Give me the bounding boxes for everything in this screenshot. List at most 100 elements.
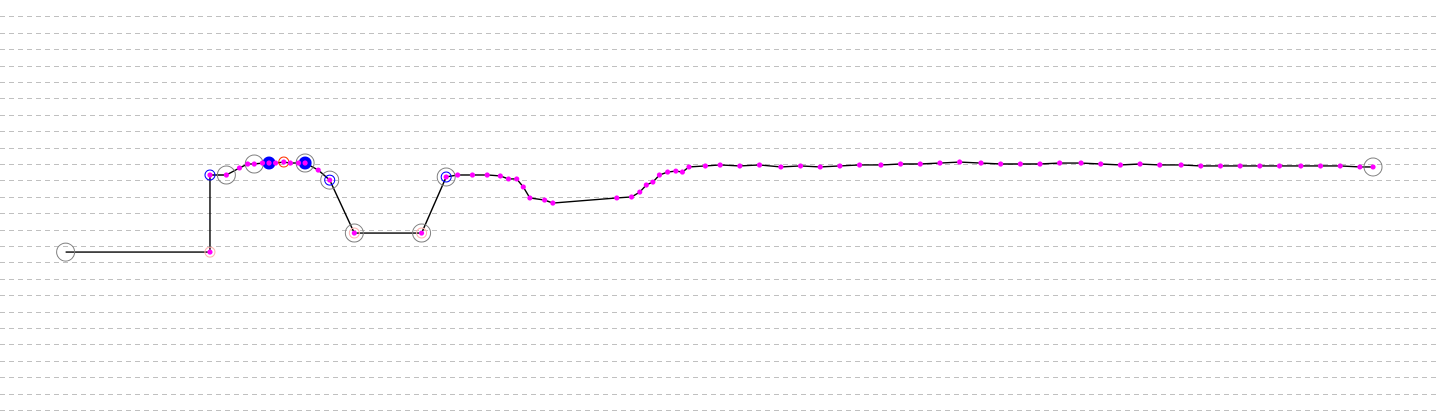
data-point <box>679 169 686 175</box>
line-segment <box>780 165 801 168</box>
data-point <box>1178 162 1184 168</box>
data-point <box>1237 163 1243 169</box>
data-point <box>1276 163 1283 169</box>
line-segment <box>1181 164 1201 167</box>
data-point <box>484 172 490 178</box>
data-point <box>778 164 784 170</box>
markers <box>56 153 1383 262</box>
data-point <box>637 189 643 195</box>
line-segment <box>1080 162 1101 165</box>
line-segment <box>1140 163 1160 166</box>
data-point <box>207 172 213 178</box>
data-point <box>236 165 243 171</box>
line-segment <box>1120 163 1141 166</box>
line-segment <box>939 161 960 164</box>
pink-ring-marker <box>416 227 428 239</box>
grey-ring-marker <box>436 167 456 187</box>
line-segment <box>739 164 760 167</box>
line-segment <box>1100 163 1121 166</box>
line-segment <box>759 164 781 168</box>
data-point <box>497 173 503 179</box>
data-point <box>937 160 943 166</box>
line-segment <box>820 165 840 168</box>
data-point <box>302 160 308 166</box>
data-point <box>702 163 708 169</box>
data-point <box>266 160 272 166</box>
data-point <box>542 197 548 203</box>
data-points <box>207 159 1376 255</box>
line-segment <box>688 165 706 168</box>
data-point <box>856 162 863 168</box>
data-point <box>673 168 679 174</box>
data-point <box>550 200 556 206</box>
data-point <box>1317 163 1324 169</box>
data-point <box>1117 162 1124 168</box>
line-segment <box>839 164 860 167</box>
data-point <box>315 167 321 173</box>
data-point <box>1157 162 1163 168</box>
pink-ring-marker <box>204 246 216 258</box>
data-point <box>878 162 884 168</box>
data-point <box>957 159 963 165</box>
data-point <box>1057 160 1063 166</box>
grey-ring-marker <box>320 170 340 190</box>
data-point <box>1257 163 1263 169</box>
data-point <box>469 172 476 178</box>
data-point <box>643 182 649 188</box>
data-point <box>223 172 229 178</box>
data-point <box>665 169 671 175</box>
data-point <box>1098 161 1104 167</box>
line-segment <box>959 161 981 164</box>
line-segment <box>420 176 447 234</box>
data-point <box>837 163 843 169</box>
data-point <box>287 160 293 166</box>
data-point <box>1198 163 1204 169</box>
data-point <box>686 164 692 170</box>
line-segment <box>329 179 355 234</box>
data-point <box>998 161 1004 167</box>
data-point <box>527 195 533 201</box>
data-point <box>650 179 656 185</box>
blue-ring-marker <box>440 171 452 183</box>
data-point <box>259 160 266 166</box>
data-point <box>455 172 461 178</box>
data-point <box>245 161 251 167</box>
path-line <box>65 161 1374 253</box>
data-point <box>1370 164 1376 170</box>
data-point <box>520 184 526 190</box>
data-point <box>1298 163 1304 169</box>
data-point <box>897 161 904 167</box>
data-point <box>756 162 763 168</box>
data-point <box>327 177 333 183</box>
grey-ring-marker <box>1363 157 1383 177</box>
blue-ring-marker <box>324 174 336 186</box>
line-segment <box>920 162 940 165</box>
data-point <box>1337 163 1343 169</box>
data-point <box>1017 161 1023 167</box>
data-point <box>1217 163 1224 169</box>
data-point <box>717 162 723 168</box>
line-segment <box>552 197 617 204</box>
data-point <box>272 160 279 166</box>
gridlines <box>0 16 1437 411</box>
data-point <box>614 195 620 201</box>
data-point <box>656 172 663 178</box>
data-point <box>1037 161 1043 167</box>
pink-ring-marker <box>348 227 360 239</box>
line-segment <box>1340 165 1360 168</box>
data-point <box>917 161 923 167</box>
data-point <box>514 176 520 182</box>
data-point <box>628 194 635 200</box>
data-point <box>443 174 449 180</box>
data-point <box>1357 164 1363 170</box>
data-point <box>351 230 357 236</box>
data-point <box>737 163 743 169</box>
line-segment <box>720 164 740 167</box>
grey-ring-marker <box>412 223 432 243</box>
data-point <box>505 176 512 182</box>
line-segment <box>1039 162 1060 165</box>
line-segment <box>880 163 901 166</box>
data-point <box>978 160 984 166</box>
line-segment <box>980 162 1001 165</box>
